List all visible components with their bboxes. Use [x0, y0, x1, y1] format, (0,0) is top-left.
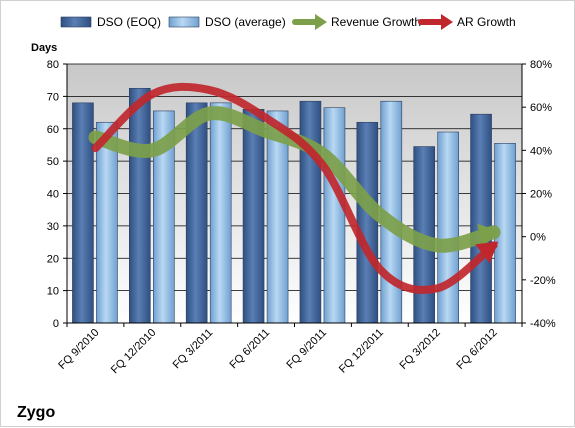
ar-growth-line-arrowhead	[475, 241, 499, 264]
legend-swatch-arrowhead	[441, 14, 453, 30]
company-name: Zygo	[17, 404, 55, 421]
x-tick-label: FQ 3/2012	[398, 327, 443, 372]
x-tick-label: FQ 3/2011	[171, 327, 216, 372]
x-tick-label: FQ 6/2011	[228, 327, 273, 372]
y2-tick-label: 0%	[530, 232, 546, 244]
bars	[72, 87, 516, 324]
y-tick-label: 20	[47, 253, 59, 265]
y-tick-label: 80	[47, 59, 59, 71]
legend-label: Revenue Growth	[331, 15, 421, 29]
legend-label: DSO (average)	[205, 15, 286, 29]
growth-lines	[88, 82, 501, 294]
x-tick-label: FQ 9/2010	[56, 327, 101, 372]
revenue-growth-line-arrowhead	[477, 223, 500, 248]
bar-dso-eoq	[356, 121, 379, 324]
y-tick-label: 10	[47, 286, 59, 298]
y2-tick-label: 80%	[530, 59, 552, 71]
bar-dso-eoq	[185, 102, 208, 324]
y-tick-label: 0	[53, 318, 59, 330]
y2-tick-label: -40%	[530, 318, 556, 330]
x-tick-label: FQ 9/2011	[284, 327, 329, 372]
y2-tick-label: 20%	[530, 189, 552, 201]
ar-growth-line	[91, 82, 498, 294]
y-tick-label: 70	[47, 91, 59, 103]
y2-tick-label: 60%	[530, 102, 552, 114]
legend-swatch-arrowhead	[315, 14, 327, 30]
legend-swatch	[60, 16, 92, 28]
bar-dso-average	[96, 121, 118, 324]
x-tick-label: FQ 12/2010	[109, 327, 159, 377]
bar-dso-average	[323, 107, 346, 324]
y-tick-label: 60	[47, 124, 59, 136]
bar-dso-eoq	[470, 113, 492, 324]
bar-dso-average	[209, 102, 232, 324]
bar-dso-average	[437, 131, 459, 324]
y-axis-label: Days	[31, 42, 57, 54]
bar-dso-eoq	[299, 100, 322, 324]
legend-label: DSO (EOQ)	[97, 15, 161, 29]
bar-dso-eoq	[129, 87, 151, 324]
y2-tick-label: -20%	[530, 275, 556, 287]
legend-swatch	[168, 16, 200, 28]
x-tick-label: FQ 12/2011	[337, 327, 386, 376]
legend: DSO (EOQ) DSO (average) Revenue Growth AR G…	[60, 14, 516, 30]
y2-tick-label: 40%	[530, 145, 552, 157]
x-tick-label: FQ 6/2012	[454, 327, 499, 372]
y-tick-label: 40	[47, 189, 59, 201]
y-tick-label: 50	[47, 156, 59, 168]
bar-dso-eoq	[242, 109, 265, 324]
legend-label: AR Growth	[457, 15, 516, 29]
y-tick-label: 30	[47, 221, 59, 233]
